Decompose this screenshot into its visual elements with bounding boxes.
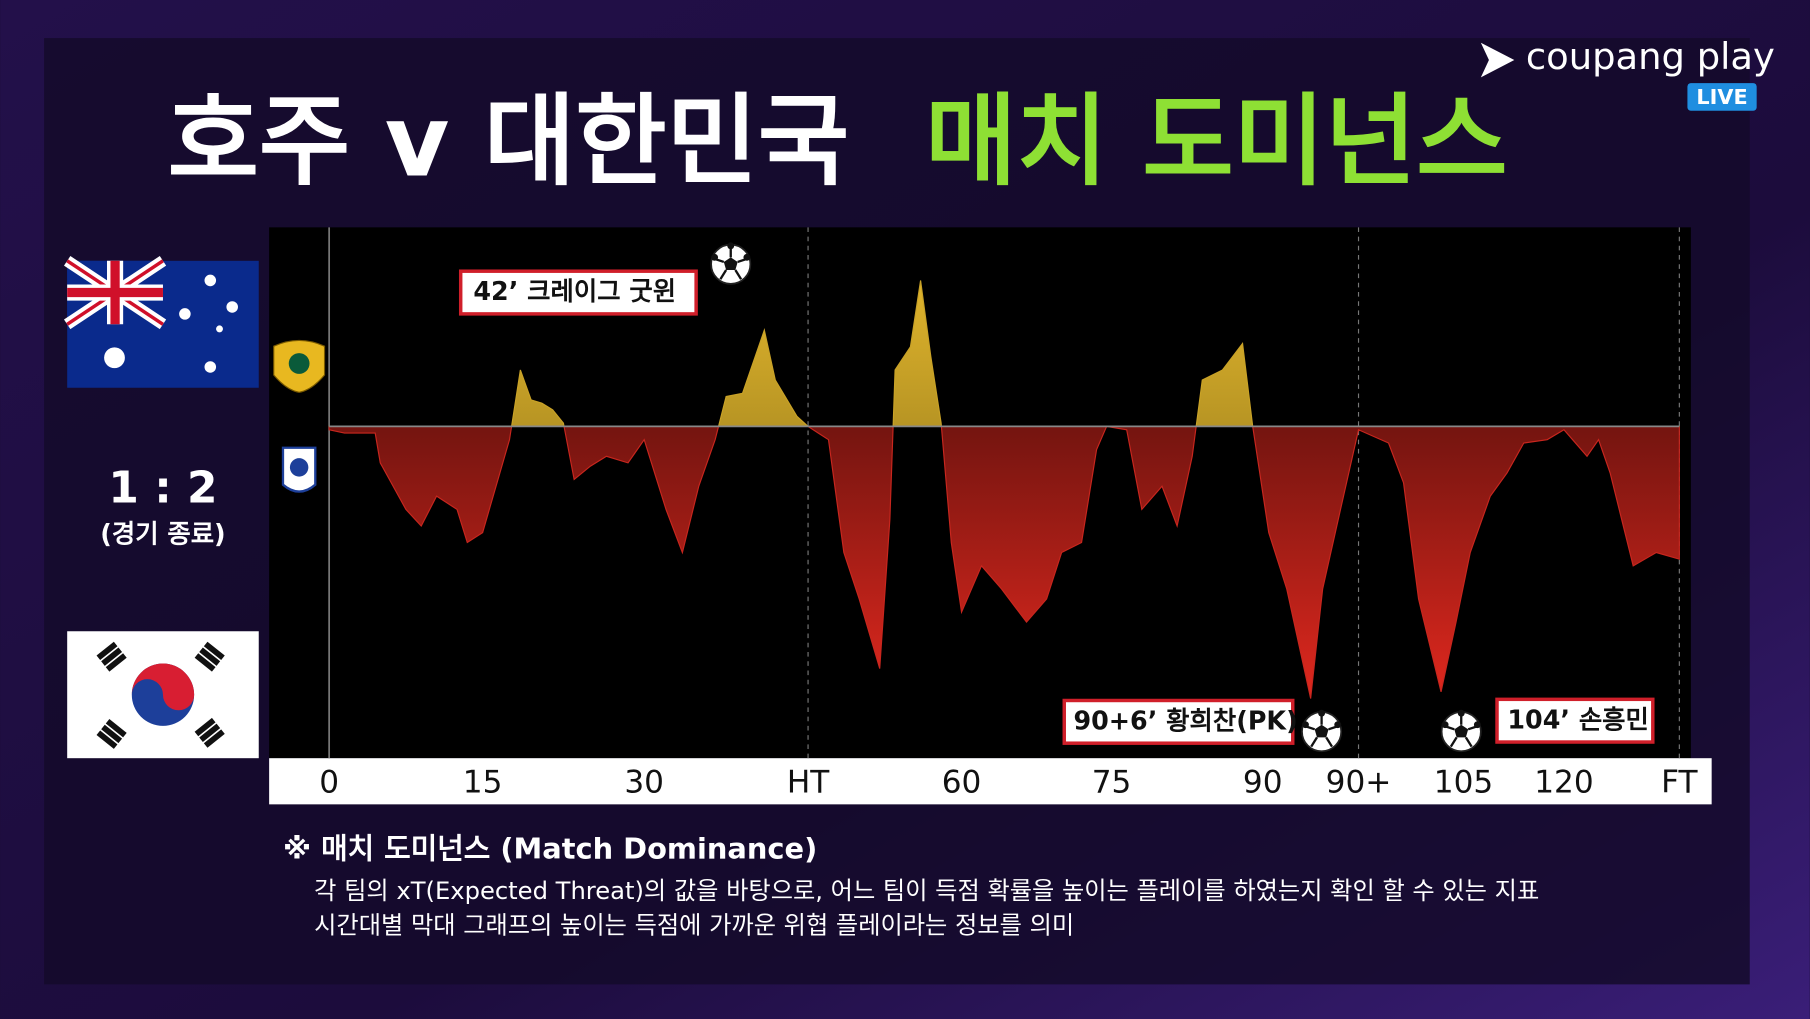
title-highlight: 매치 도미넌스 (925, 84, 1507, 199)
korea-emblem (281, 446, 317, 493)
x-tick-label: 90 (1243, 765, 1283, 801)
area-negative (328, 426, 1680, 699)
annotation: 90+6’ 황희찬(PK) (1073, 705, 1297, 735)
annotation: 42’ 크레이그 굿윈 (473, 276, 676, 306)
live-text: LIVE (1696, 85, 1747, 109)
logo: coupang play LIVE (1480, 35, 1775, 111)
area-positive (328, 280, 1680, 427)
note-heading: ※ 매치 도미넌스 (Match Dominance) (283, 832, 817, 866)
note-line: 각 팀의 xT(Expected Threat)의 값을 바탕으로, 어느 팀이… (314, 877, 1539, 905)
dominance-chart: 0 15 30 HT 60 75 90 90+ 105 120 FT (319, 227, 1699, 801)
annotation: 104’ 손흥민 (1507, 704, 1648, 734)
x-axis-band (269, 758, 1712, 805)
x-tick-label: 30 (624, 765, 664, 801)
x-tick-label: 75 (1092, 765, 1132, 801)
goal-annotations: 42’ 크레이그 굿윈 90+6’ 황희찬(PK) 104’ 손흥민 (458, 241, 1655, 753)
annotation-box (1495, 697, 1655, 744)
live-badge (1687, 83, 1757, 111)
australia-flag (63, 255, 259, 388)
x-tick-label: 0 (319, 765, 339, 801)
x-tick-label: 90+ (1326, 765, 1392, 801)
title: 호주 v 대한민국 매치 도미넌스 (168, 84, 1508, 199)
annotation-box (458, 269, 698, 316)
x-tick-label: 60 (942, 765, 982, 801)
title-teams: 호주 v 대한민국 (168, 84, 850, 199)
match-status: (경기 종료) (100, 518, 225, 548)
logo-text: coupang play (1526, 35, 1775, 78)
australia-emblem (273, 339, 326, 393)
logo-icon (1480, 42, 1515, 78)
x-tick-label: FT (1661, 765, 1698, 801)
korea-flag (67, 631, 259, 759)
x-tick-label: 15 (463, 765, 503, 801)
note-line: 시간대별 막대 그래프의 높이는 득점에 가까운 위협 플레이라는 정보를 의미 (314, 912, 1074, 940)
annotation-box (1062, 698, 1295, 745)
x-tick-label: HT (787, 765, 830, 801)
x-tick-label: 105 (1434, 765, 1493, 801)
score: 1 : 2 (108, 462, 217, 513)
x-tick-label: 120 (1534, 765, 1593, 801)
